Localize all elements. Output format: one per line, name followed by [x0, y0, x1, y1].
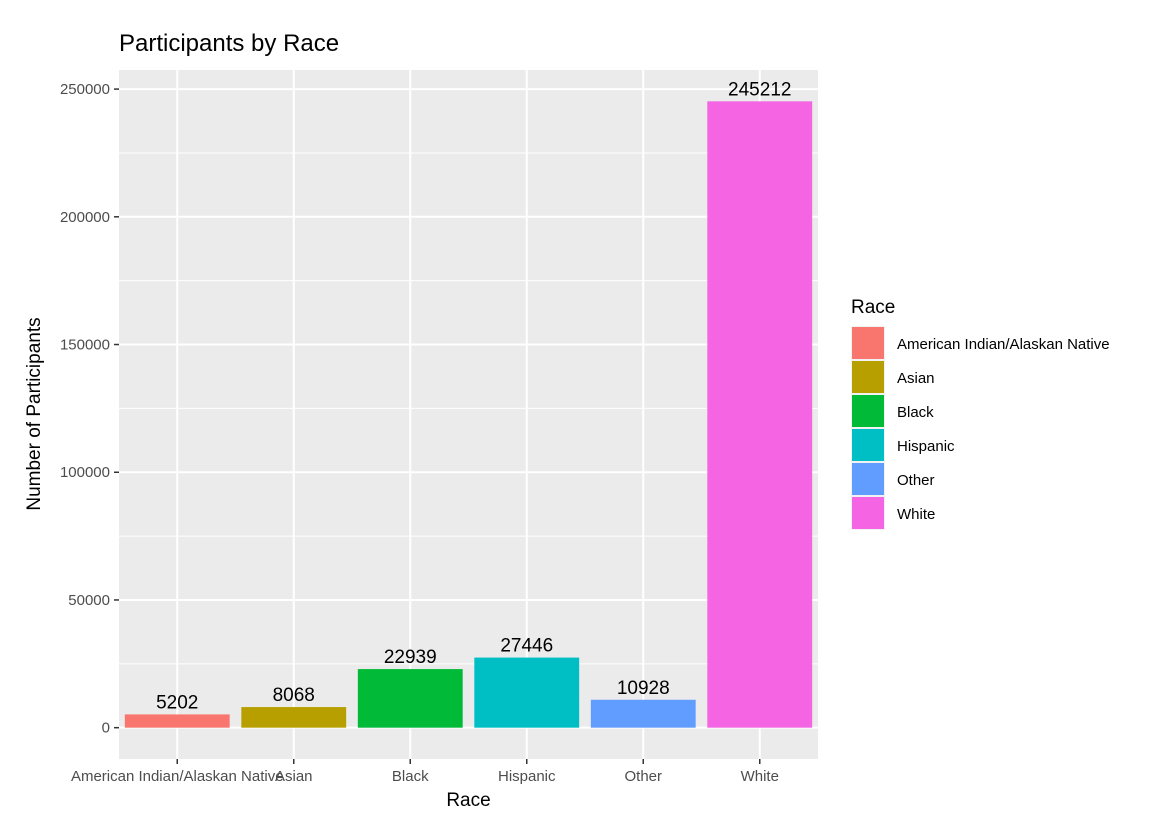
x-tick-label: Black: [392, 768, 429, 785]
minor-gridlines: [119, 152, 818, 665]
y-axis-title: Number of Participants: [24, 317, 45, 510]
legend-swatch: [852, 463, 884, 495]
y-tick-label: 150000: [60, 337, 110, 354]
legend-label: Other: [897, 472, 935, 489]
x-tick-label: American Indian/Alaskan Native: [71, 768, 284, 785]
data-label: 8068: [273, 685, 315, 706]
bars: [124, 101, 813, 728]
data-label: 22939: [384, 647, 437, 668]
y-axis: 0 50000 100000 150000 200000 250000: [60, 81, 119, 737]
y-tick-label: 250000: [60, 81, 110, 98]
y-tick-label: 100000: [60, 464, 110, 481]
legend-swatch: [852, 327, 884, 359]
bar: [241, 707, 347, 728]
x-axis-title: Race: [446, 790, 490, 811]
x-tick-label: Asian: [275, 768, 313, 785]
bar: [357, 669, 463, 728]
y-tick-label: 200000: [60, 209, 110, 226]
legend: Race American Indian/Alaskan Native Asian…: [851, 297, 1110, 530]
legend-swatch: [852, 361, 884, 393]
legend-label: White: [897, 506, 935, 523]
bar: [590, 699, 696, 728]
legend-title: Race: [851, 297, 895, 318]
legend-swatch: [852, 497, 884, 529]
legend-label: Asian: [897, 370, 935, 387]
data-label: 27446: [500, 636, 553, 657]
major-gridlines: [119, 70, 818, 759]
legend-label: American Indian/Alaskan Native: [897, 336, 1110, 353]
legend-label: Hispanic: [897, 438, 955, 455]
bar: [707, 101, 813, 728]
legend-label: Black: [897, 404, 934, 421]
data-label: 5202: [156, 692, 198, 713]
x-tick-label: Other: [624, 768, 662, 785]
x-tick-label: White: [741, 768, 779, 785]
y-tick-label: 50000: [68, 592, 110, 609]
y-tick-label: 0: [102, 720, 110, 737]
plot-panel: [119, 70, 818, 759]
chart-title: Participants by Race: [119, 30, 339, 57]
data-label: 10928: [617, 678, 670, 699]
legend-items: American Indian/Alaskan Native Asian Black…: [851, 326, 1110, 530]
legend-swatch: [852, 429, 884, 461]
bar: [124, 714, 230, 728]
x-tick-label: Hispanic: [498, 768, 556, 785]
data-labels: 5202 8068 22939 27446 10928 245212: [156, 79, 791, 713]
bar: [474, 657, 580, 728]
legend-swatch: [852, 395, 884, 427]
data-label: 245212: [728, 79, 791, 100]
